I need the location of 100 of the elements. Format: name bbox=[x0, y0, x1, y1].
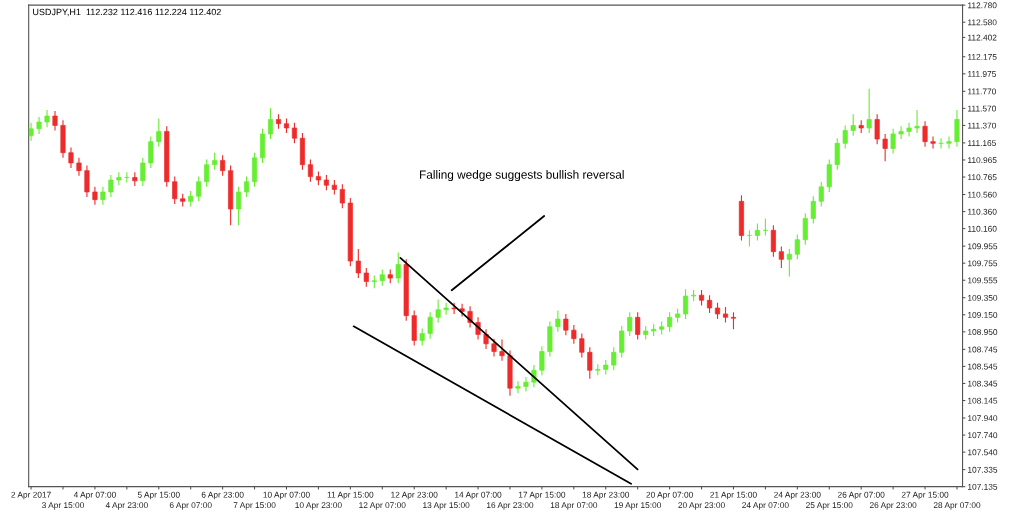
x-tick-label: 26 Apr 07:00 bbox=[837, 491, 885, 500]
candlestick bbox=[204, 158, 210, 188]
y-tick-label: 110.160 bbox=[968, 225, 997, 232]
candlestick bbox=[68, 147, 74, 169]
y-tick-label: 109.955 bbox=[968, 243, 998, 250]
candlestick bbox=[890, 128, 896, 155]
candlestick bbox=[834, 137, 840, 171]
candlestick bbox=[611, 346, 617, 371]
candlestick bbox=[44, 109, 50, 128]
x-tick-label: 13 Apr 15:00 bbox=[423, 502, 470, 510]
candlestick bbox=[291, 122, 298, 144]
x-tick-label: 10 Apr 23:00 bbox=[295, 502, 342, 510]
candlestick bbox=[635, 311, 641, 341]
candlestick bbox=[563, 313, 569, 336]
x-tick-label: 26 Apr 23:00 bbox=[869, 502, 917, 510]
candlestick bbox=[770, 224, 776, 258]
candlestick bbox=[930, 135, 936, 150]
candlestick bbox=[36, 116, 42, 135]
chart-title: USDJPY,H1 112.232 112.416 112.224 112.402 bbox=[33, 8, 221, 17]
x-tick-label: 28 Apr 07:00 bbox=[933, 502, 981, 510]
x-tick-label: 6 Apr 23:00 bbox=[201, 491, 244, 500]
candlestick bbox=[794, 234, 800, 260]
candlestick bbox=[786, 248, 792, 277]
y-tick-label: 111.770 bbox=[968, 88, 996, 95]
candlestick bbox=[355, 248, 361, 279]
x-tick-label: 18 Apr 07:00 bbox=[550, 502, 598, 510]
x-tick-label: 12 Apr 07:00 bbox=[359, 502, 406, 510]
candlestick bbox=[874, 113, 880, 145]
x-tick-label: 10 Apr 07:00 bbox=[263, 491, 310, 500]
x-tick-label: 4 Apr 23:00 bbox=[105, 502, 148, 510]
y-tick-label: 109.755 bbox=[968, 260, 998, 267]
x-tick-label: 24 Apr 23:00 bbox=[774, 491, 821, 500]
y-tick-label: 107.335 bbox=[968, 466, 998, 473]
candlestick bbox=[587, 346, 593, 380]
y-tick-label: 111.975 bbox=[968, 71, 996, 77]
candlestick bbox=[451, 302, 457, 315]
y-tick-label: 107.940 bbox=[968, 415, 998, 422]
candlestick bbox=[100, 186, 106, 206]
candlestick bbox=[866, 88, 872, 134]
candlestick bbox=[76, 157, 82, 177]
candlestick bbox=[954, 109, 960, 148]
candlestick bbox=[148, 135, 154, 169]
candlestick bbox=[946, 135, 952, 150]
candlestick bbox=[28, 122, 34, 142]
candlestick bbox=[307, 158, 313, 183]
candlestick bbox=[499, 338, 505, 362]
candlestick bbox=[619, 325, 625, 358]
candlestick bbox=[906, 122, 912, 138]
candlestick bbox=[108, 174, 114, 198]
x-tick-label: 24 Apr 07:00 bbox=[742, 502, 789, 510]
x-tick-label: 20 Apr 23:00 bbox=[678, 502, 725, 510]
candlestick bbox=[850, 113, 856, 137]
candlestick bbox=[882, 133, 888, 162]
y-tick-label: 107.540 bbox=[968, 449, 998, 456]
candlestick bbox=[339, 183, 345, 209]
y-tick-label: 108.345 bbox=[968, 380, 998, 387]
candlestick bbox=[196, 176, 202, 202]
x-tick-label: 11 Apr 15:00 bbox=[327, 491, 374, 500]
x-tick-label: 5 Apr 15:00 bbox=[137, 491, 180, 500]
y-tick-label: 110.560 bbox=[968, 191, 997, 198]
y-tick-label: 108.545 bbox=[968, 363, 998, 370]
y-tick-label: 111.570 bbox=[968, 105, 996, 112]
y-tick-label: 110.965 bbox=[968, 157, 997, 164]
y-tick-label: 108.145 bbox=[968, 397, 998, 404]
x-tick-label: 18 Apr 23:00 bbox=[582, 491, 630, 500]
candlestick bbox=[515, 380, 521, 394]
candlestick bbox=[778, 245, 784, 269]
candlestick bbox=[922, 120, 928, 148]
x-tick-label: 12 Apr 23:00 bbox=[391, 491, 438, 500]
candlestick bbox=[395, 251, 401, 284]
y-tick-label: 109.350 bbox=[968, 294, 998, 301]
x-tick-label: 6 Apr 07:00 bbox=[169, 502, 212, 510]
annotation: Falling wedge suggests bullish reversal bbox=[420, 170, 624, 182]
candlestick bbox=[579, 333, 585, 358]
candlestick bbox=[627, 311, 633, 337]
candlestick bbox=[244, 176, 250, 198]
y-tick-label: 112.780 bbox=[968, 2, 997, 9]
x-tick-label: 2 Apr 2017 bbox=[11, 491, 51, 500]
candlestick bbox=[260, 128, 266, 164]
x-tick-label: 16 Apr 23:00 bbox=[486, 502, 534, 510]
x-tick-label: 3 Apr 15:00 bbox=[42, 502, 84, 510]
candlestick bbox=[667, 311, 673, 333]
x-tick-label: 19 Apr 15:00 bbox=[614, 502, 661, 510]
x-tick-label: 20 Apr 07:00 bbox=[646, 491, 693, 500]
candlestick bbox=[427, 311, 433, 340]
y-tick-label: 109.555 bbox=[968, 277, 998, 284]
candlestick bbox=[523, 376, 529, 393]
candlestick bbox=[435, 298, 441, 324]
y-tick-label: 107.135 bbox=[968, 483, 998, 490]
candlestick bbox=[252, 152, 258, 188]
y-tick-label: 108.950 bbox=[968, 329, 998, 335]
candlestick bbox=[810, 195, 816, 225]
candlestick bbox=[802, 212, 808, 246]
candlestick bbox=[898, 125, 904, 140]
candlestick bbox=[683, 288, 689, 320]
candlestick bbox=[116, 171, 122, 186]
y-tick-label: 110.765 bbox=[968, 174, 997, 181]
y-tick-label: 108.745 bbox=[968, 346, 998, 353]
x-tick-label: 14 Apr 07:00 bbox=[455, 491, 502, 500]
x-tick-label: 7 Apr 15:00 bbox=[233, 502, 276, 510]
